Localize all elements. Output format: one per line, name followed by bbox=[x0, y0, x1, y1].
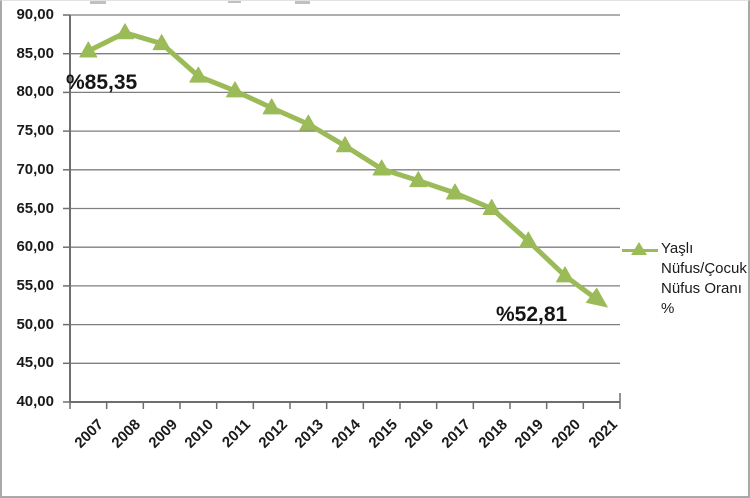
marker-2020 bbox=[556, 266, 574, 283]
marker-2011 bbox=[226, 81, 244, 98]
marker-2012 bbox=[262, 98, 281, 115]
cropped-title-artifact bbox=[228, 1, 241, 3]
y-axis-label-80,00: 80,00 bbox=[16, 83, 54, 101]
y-axis-label-55,00: 55,00 bbox=[16, 276, 54, 294]
y-axis-label-85,00: 85,00 bbox=[16, 44, 54, 62]
marker-2014 bbox=[336, 136, 354, 153]
data-label-2007: %85,35 bbox=[66, 71, 138, 94]
series-arrowhead-2021 bbox=[585, 287, 609, 308]
cropped-title-artifact bbox=[295, 1, 310, 4]
series-line bbox=[85, 30, 605, 306]
y-axis-label-45,00: 45,00 bbox=[16, 354, 54, 372]
marker-2017 bbox=[446, 183, 464, 200]
marker-2019 bbox=[519, 231, 538, 248]
y-axis-label-40,00: 40,00 bbox=[16, 393, 54, 410]
y-axis-label-50,00: 50,00 bbox=[16, 315, 54, 333]
legend-triangle-icon bbox=[631, 242, 647, 255]
marker-2008 bbox=[116, 23, 134, 40]
legend-series-label: Yaşlı Nüfus/Çocuk Nüfus Oranı % bbox=[661, 240, 747, 317]
y-axis-label-70,00: 70,00 bbox=[16, 160, 54, 178]
marker-2010 bbox=[189, 66, 208, 83]
y-axis-label-60,00: 60,00 bbox=[16, 238, 54, 256]
marker-2016 bbox=[409, 171, 428, 188]
cropped-title-artifact bbox=[90, 1, 106, 4]
marker-2009 bbox=[152, 34, 171, 51]
marker-2013 bbox=[299, 114, 318, 131]
marker-2018 bbox=[482, 199, 501, 215]
data-label-2021: %52,81 bbox=[496, 303, 568, 326]
y-axis-label-65,00: 65,00 bbox=[16, 199, 54, 217]
y-axis-label-75,00: 75,00 bbox=[16, 122, 54, 140]
marker-2015 bbox=[372, 159, 391, 176]
y-axis-label-90,00: 90,00 bbox=[16, 6, 54, 23]
marker-2007 bbox=[79, 41, 98, 58]
